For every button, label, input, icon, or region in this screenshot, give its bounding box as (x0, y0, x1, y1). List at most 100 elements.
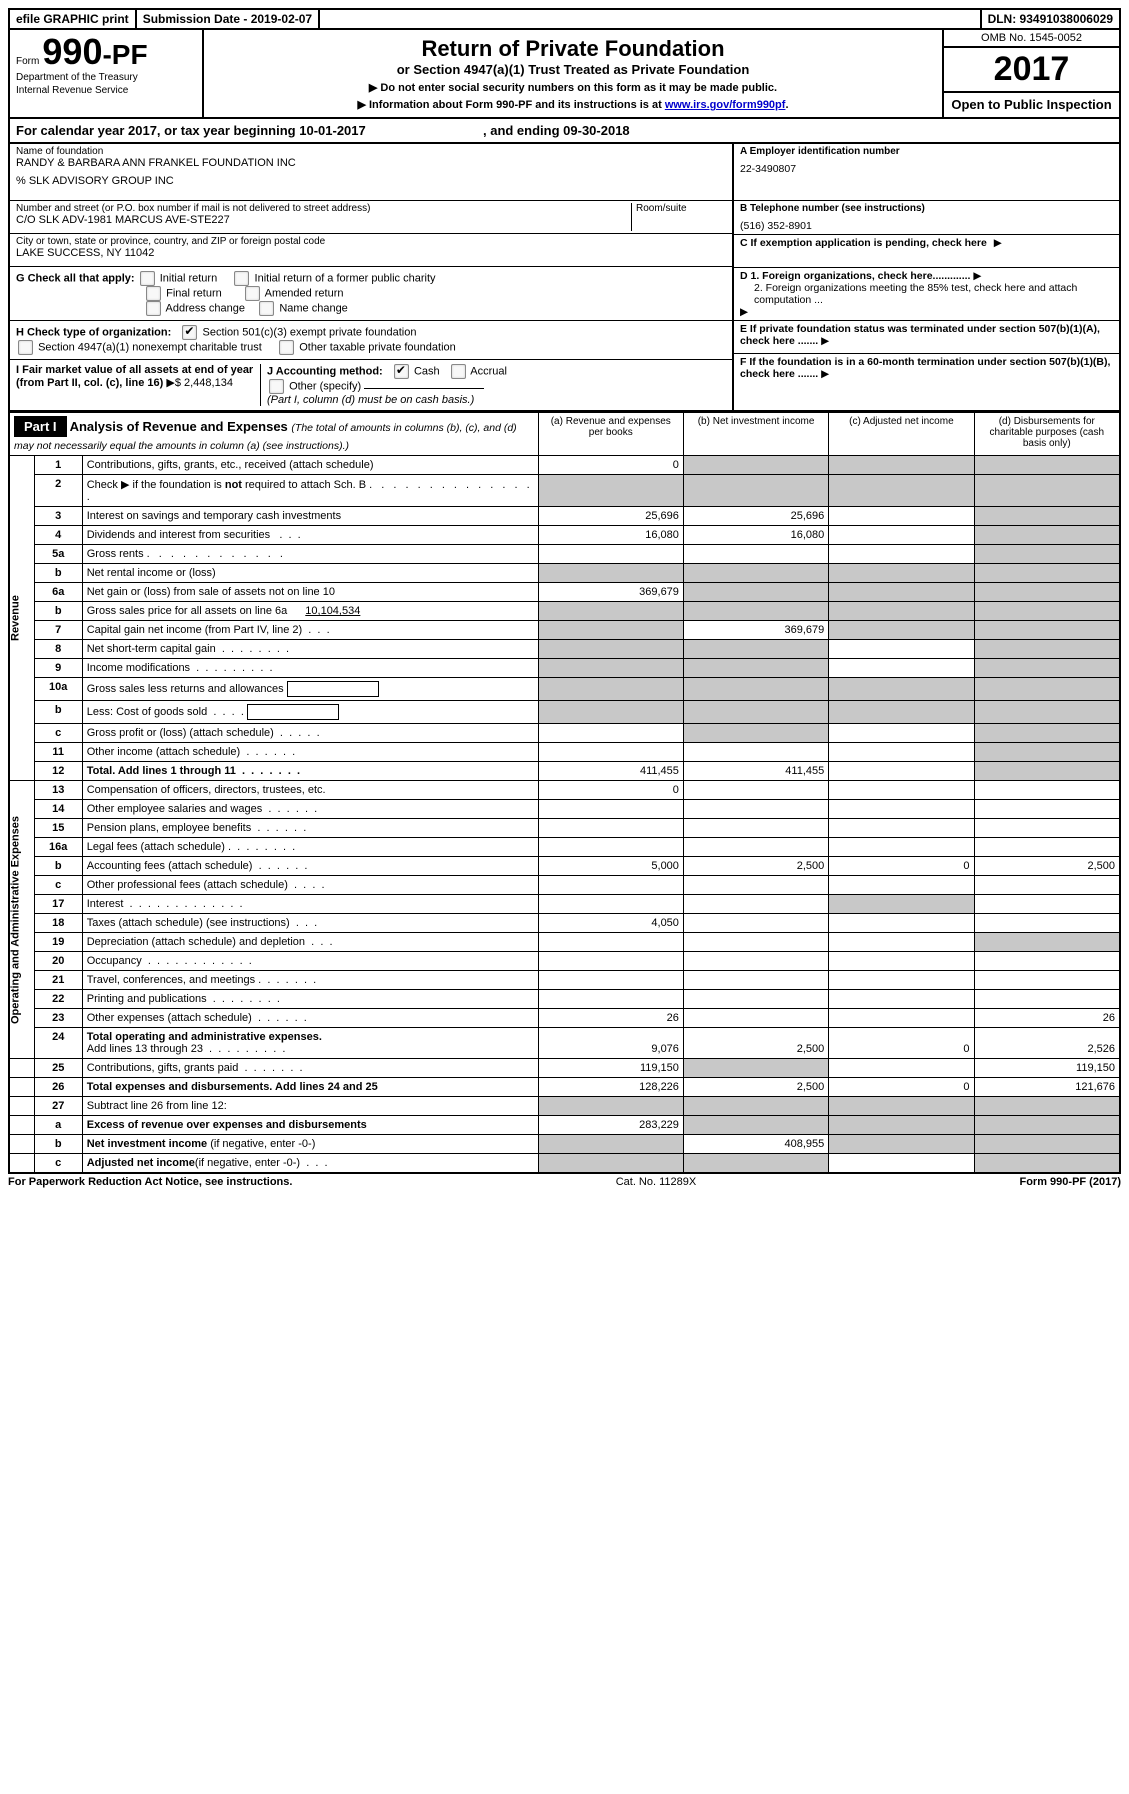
table-row: bNet investment income (if negative, ent… (9, 1135, 1120, 1154)
cb-other-taxable[interactable] (279, 340, 294, 355)
footer-mid: Cat. No. 11289X (616, 1176, 697, 1188)
e-term: E If private foundation status was termi… (740, 323, 1100, 347)
table-row: 11Other income (attach schedule) . . . .… (9, 743, 1120, 762)
table-row: 19Depreciation (attach schedule) and dep… (9, 933, 1120, 952)
room-label: Room/suite (636, 203, 726, 214)
cb-cash[interactable] (394, 364, 409, 379)
note-info: ▶ Information about Form 990-PF and its … (210, 98, 936, 111)
part1-label: Part I (14, 416, 67, 437)
table-row: 4Dividends and interest from securities … (9, 526, 1120, 545)
omb-no: OMB No. 1545-0052 (944, 30, 1119, 48)
d1: D 1. Foreign organizations, check here..… (740, 270, 970, 282)
table-row: 3Interest on savings and temporary cash … (9, 507, 1120, 526)
table-row: cAdjusted net income(if negative, enter … (9, 1154, 1120, 1174)
c-exempt: C If exemption application is pending, c… (740, 237, 987, 249)
ty-begin: 10-01-2017 (299, 123, 366, 138)
table-row: 25Contributions, gifts, grants paid . . … (9, 1059, 1120, 1078)
cb-accrual[interactable] (451, 364, 466, 379)
col-d: (d) Disbursements for charitable purpose… (974, 413, 1120, 456)
h-check-row: H Check type of organization: Section 50… (10, 321, 732, 360)
col-a: (a) Revenue and expenses per books (538, 413, 683, 456)
table-row: 12Total. Add lines 1 through 11 . . . . … (9, 762, 1120, 781)
calendar-year-row: For calendar year 2017, or tax year begi… (8, 119, 1121, 144)
table-row: bNet rental income or (loss) (9, 564, 1120, 583)
i-j-row: I Fair market value of all assets at end… (10, 360, 732, 410)
open-to-public: Open to Public Inspection (944, 93, 1119, 116)
form-label: Form (16, 56, 39, 67)
table-row: aExcess of revenue over expenses and dis… (9, 1116, 1120, 1135)
g-check-row: G Check all that apply: Initial return I… (10, 267, 732, 321)
footer-left: For Paperwork Reduction Act Notice, see … (8, 1176, 292, 1188)
form-number: 990-PF (42, 31, 147, 72)
efile-label: efile GRAPHIC print (10, 10, 137, 28)
cb-4947[interactable] (18, 340, 33, 355)
foundation-name: RANDY & BARBARA ANN FRANKEL FOUNDATION I… (16, 157, 726, 169)
table-row: cGross profit or (loss) (attach schedule… (9, 724, 1120, 743)
table-row: 2Check ▶ if the foundation is not requir… (9, 475, 1120, 507)
table-row: 21Travel, conferences, and meetings . . … (9, 971, 1120, 990)
footer-right: Form 990-PF (2017) (1019, 1176, 1121, 1188)
cb-other-method[interactable] (269, 379, 284, 394)
city-label: City or town, state or province, country… (16, 236, 726, 247)
cb-initial-former[interactable] (234, 271, 249, 286)
table-row: 16aLegal fees (attach schedule) . . . . … (9, 838, 1120, 857)
table-row: bAccounting fees (attach schedule) . . .… (9, 857, 1120, 876)
part1-table: Part I Analysis of Revenue and Expenses … (8, 412, 1121, 1174)
table-row: 22Printing and publications . . . . . . … (9, 990, 1120, 1009)
table-row: Revenue 1Contributions, gifts, grants, e… (9, 456, 1120, 475)
ty-end: 09-30-2018 (563, 123, 630, 138)
i-value: ▶$ 2,448,134 (166, 377, 233, 389)
table-row: 14Other employee salaries and wages . . … (9, 800, 1120, 819)
table-row: 9Income modifications . . . . . . . . . (9, 659, 1120, 678)
dept: Department of the Treasury (16, 72, 196, 83)
submission-date: Submission Date - 2019-02-07 (137, 10, 320, 28)
form-title: Return of Private Foundation (210, 36, 936, 62)
irs: Internal Revenue Service (16, 85, 196, 96)
table-row: 20Occupancy . . . . . . . . . . . . (9, 952, 1120, 971)
f-term: F If the foundation is in a 60-month ter… (740, 356, 1110, 380)
addr-label: Number and street (or P.O. box number if… (16, 203, 631, 214)
table-row: 17Interest . . . . . . . . . . . . . (9, 895, 1120, 914)
table-row: 5aGross rents . . . . . . . . . . . . (9, 545, 1120, 564)
table-row: bLess: Cost of goods sold . . . . (9, 701, 1120, 724)
note-ssn: ▶ Do not enter social security numbers o… (210, 81, 936, 94)
ein-value: 22-3490807 (740, 163, 1113, 175)
tax-year: 2017 (944, 48, 1119, 93)
expenses-section: Operating and Administrative Expenses (9, 781, 34, 1059)
j-note: (Part I, column (d) must be on cash basi… (267, 394, 474, 406)
page-footer: For Paperwork Reduction Act Notice, see … (8, 1174, 1121, 1190)
col-c: (c) Adjusted net income (829, 413, 974, 456)
cb-501c3[interactable] (182, 325, 197, 340)
table-row: 7Capital gain net income (from Part IV, … (9, 621, 1120, 640)
table-row: 15Pension plans, employee benefits . . .… (9, 819, 1120, 838)
d2: 2. Foreign organizations meeting the 85%… (754, 282, 1113, 306)
street-address: C/O SLK ADV-1981 MARCUS AVE-STE227 (16, 214, 631, 226)
table-row: 24Total operating and administrative exp… (9, 1028, 1120, 1059)
form-subtitle: or Section 4947(a)(1) Trust Treated as P… (210, 62, 936, 77)
table-row: Operating and Administrative Expenses 13… (9, 781, 1120, 800)
table-row: 10aGross sales less returns and allowanc… (9, 678, 1120, 701)
col-b: (b) Net investment income (683, 413, 828, 456)
table-row: 26Total expenses and disbursements. Add … (9, 1078, 1120, 1097)
ein-label: A Employer identification number (740, 146, 1113, 157)
cb-addrchange[interactable] (146, 301, 161, 316)
part1-title: Analysis of Revenue and Expenses (The to… (14, 419, 517, 452)
cb-amended[interactable] (245, 286, 260, 301)
revenue-section: Revenue (9, 456, 34, 781)
city-state-zip: LAKE SUCCESS, NY 11042 (16, 247, 726, 259)
cb-namechange[interactable] (259, 301, 274, 316)
care-of: % SLK ADVISORY GROUP INC (16, 175, 726, 187)
irs-link[interactable]: www.irs.gov/form990pf (665, 99, 786, 111)
cb-final[interactable] (146, 286, 161, 301)
form-header: Form 990-PF Department of the Treasury I… (8, 30, 1121, 119)
table-row: 27Subtract line 26 from line 12: (9, 1097, 1120, 1116)
cb-initial[interactable] (140, 271, 155, 286)
phone-value: (516) 352-8901 (740, 220, 1113, 232)
table-row: 8Net short-term capital gain . . . . . .… (9, 640, 1120, 659)
table-row: bGross sales price for all assets on lin… (9, 602, 1120, 621)
entity-info: Name of foundation RANDY & BARBARA ANN F… (8, 144, 1121, 412)
name-label: Name of foundation (16, 146, 726, 157)
table-row: 6aNet gain or (loss) from sale of assets… (9, 583, 1120, 602)
table-row: cOther professional fees (attach schedul… (9, 876, 1120, 895)
phone-label: B Telephone number (see instructions) (740, 203, 1113, 214)
